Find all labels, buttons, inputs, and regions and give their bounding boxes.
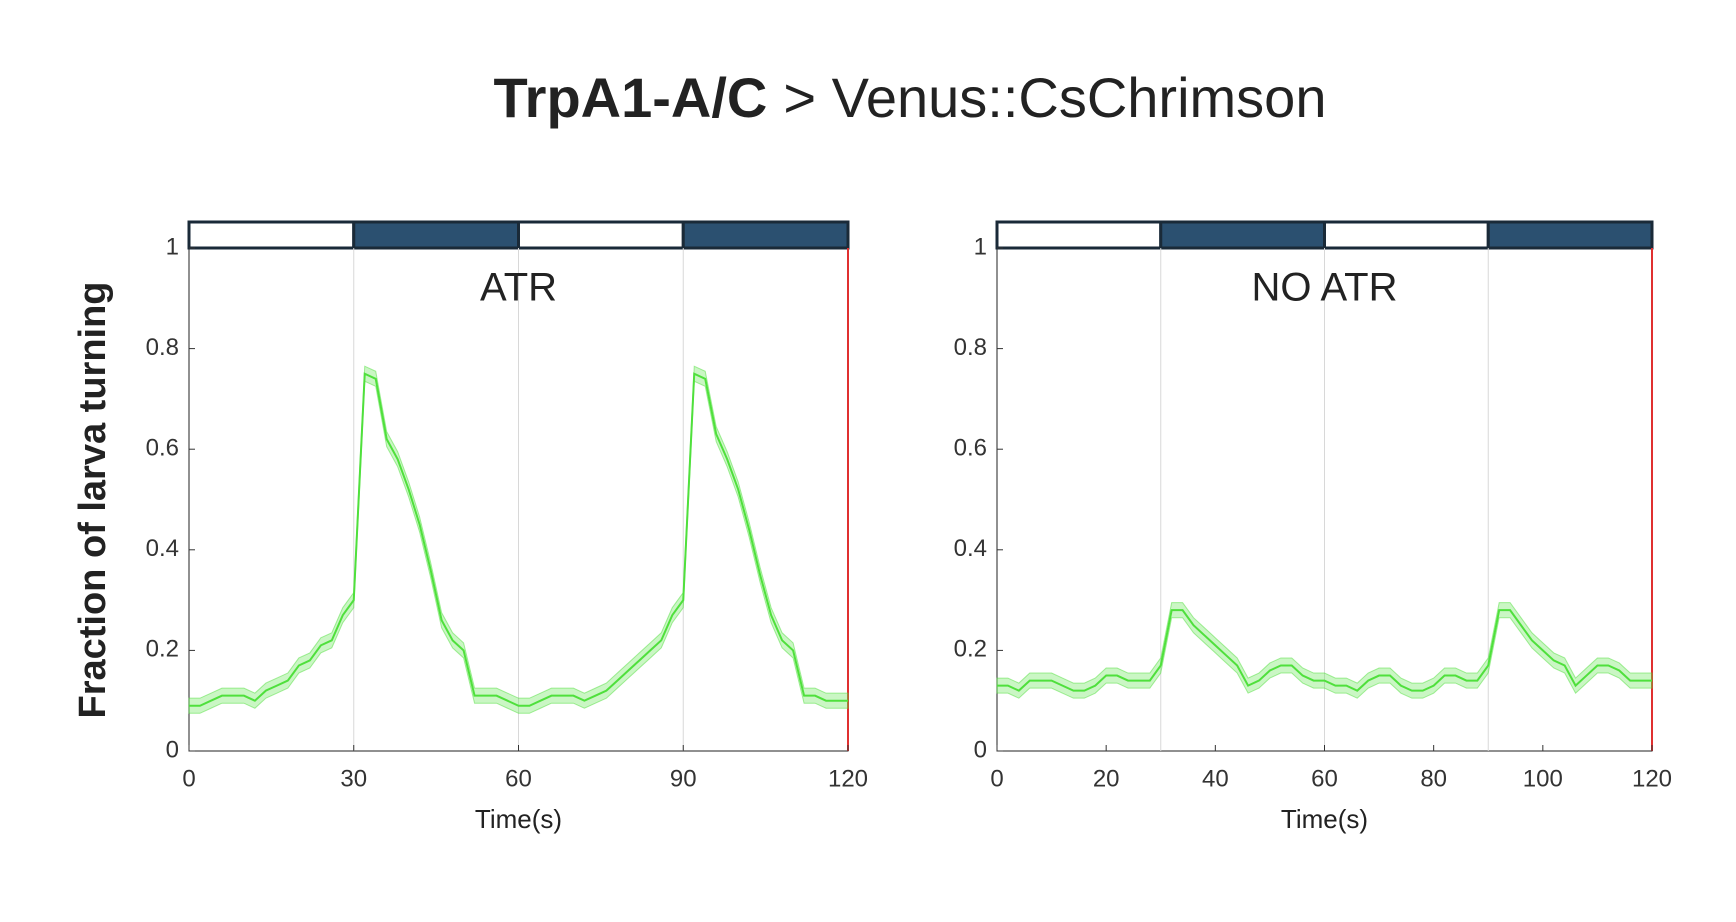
y-tick-label: 0 [974,736,987,763]
page-title: TrpA1-A/C > Venus::CsChrimson [494,66,1327,129]
stimulus-segment [187,220,356,250]
x-tick-label: 90 [670,765,697,792]
stimulus-segment [1323,220,1490,250]
stimulus-segment [681,220,850,250]
data-line [997,609,1652,692]
y-tick-label: 0.4 [954,535,987,562]
y-tick-label: 0.6 [954,435,987,462]
x-tick-label: 60 [505,765,532,792]
x-tick-label: 120 [828,765,868,792]
x-tick-label: 20 [1093,765,1120,792]
x-tick-label: 120 [1632,765,1672,792]
y-tick-label: 0 [166,736,179,763]
y-tick-label: 0.6 [146,435,179,462]
stimulus-segment [352,220,520,250]
data-line [189,372,848,707]
title-bold: TrpA1-A/C [494,66,768,129]
x-tick-label: 40 [1202,765,1229,792]
x-tick-label: 0 [990,765,1003,792]
stimulus-segment [1486,220,1654,250]
annotation: NO ATR [1252,266,1398,310]
error-band [996,602,1653,699]
annotation: ATR [480,266,557,310]
stimulus-segment [995,220,1163,250]
y-tick-label: 0.8 [954,334,987,361]
stimulus-segment [517,220,685,250]
y-tick-label: 0.2 [954,636,987,663]
x-tick-label: 80 [1420,765,1447,792]
y-tick-label: 1 [166,233,179,260]
error-band [188,365,849,714]
y-tick-label: 0.4 [146,535,179,562]
y-tick-label: 0.8 [146,334,179,361]
stimulus-segment [1159,220,1326,250]
x-tick-label: 0 [182,765,195,792]
x-axis-label: Time(s) [1281,804,1368,834]
y-tick-label: 0.2 [146,636,179,663]
title-rest: > Venus::CsChrimson [783,66,1326,129]
x-tick-label: 100 [1523,765,1563,792]
y-tick-label: 1 [974,233,987,260]
x-tick-label: 30 [340,765,367,792]
x-axis-label: Time(s) [475,804,562,834]
x-tick-label: 60 [1311,765,1338,792]
y-axis-label: Fraction of larva turning [72,281,114,718]
